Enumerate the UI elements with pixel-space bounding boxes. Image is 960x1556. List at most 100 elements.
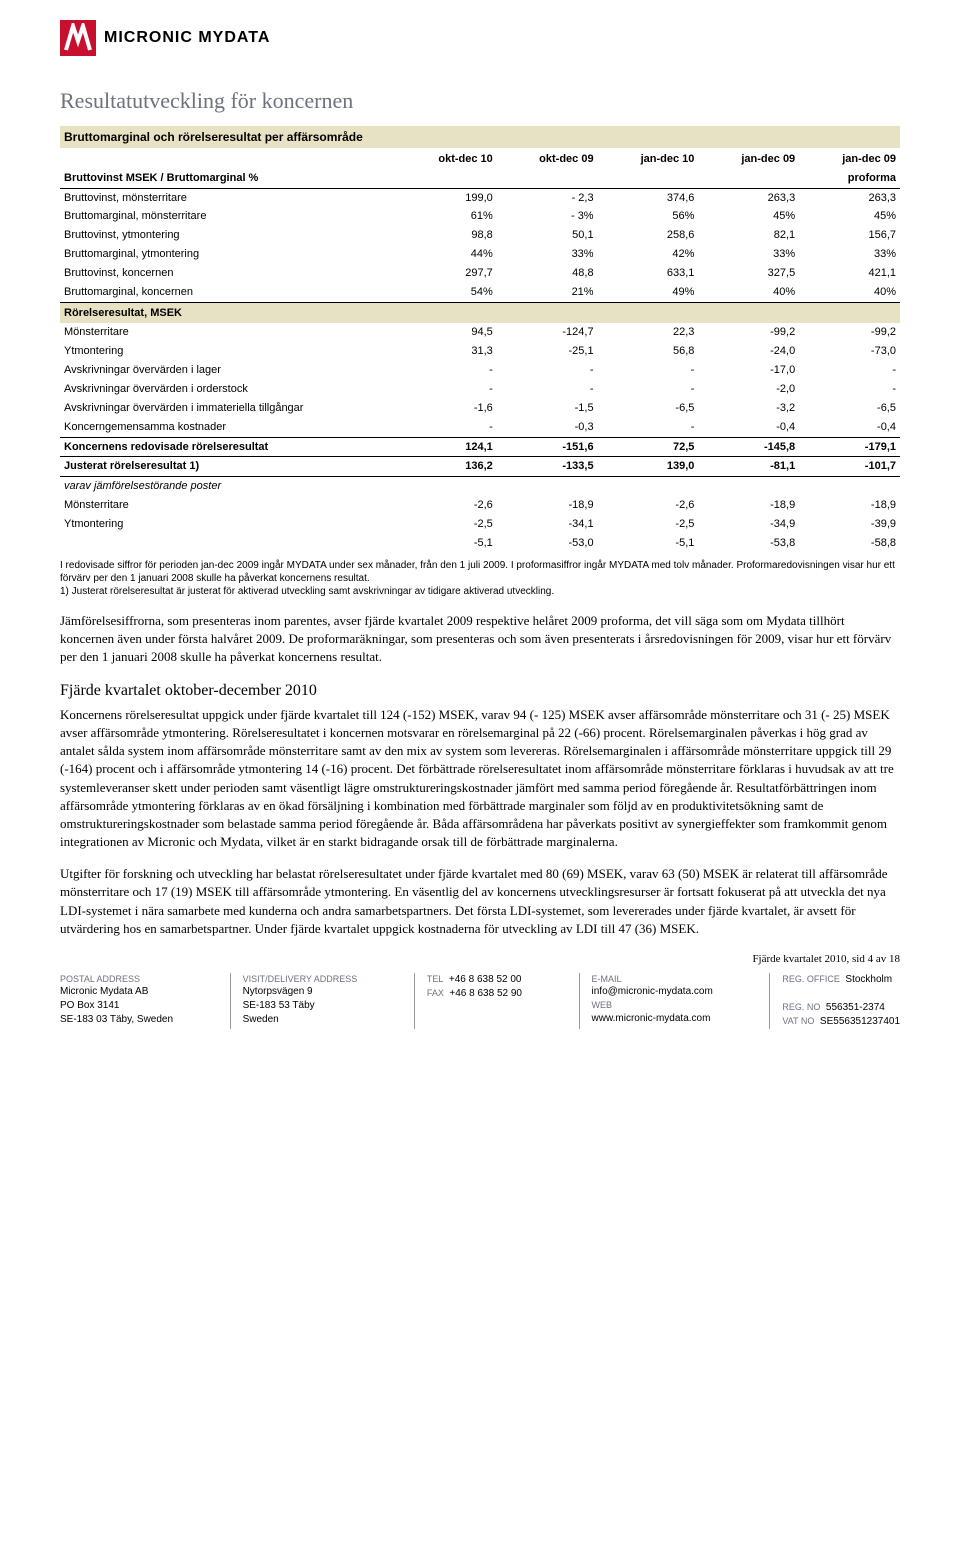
cell: 61% (396, 207, 497, 226)
section-bar: Rörelseresultat, MSEK (60, 302, 900, 323)
row-label: Avskrivningar övervärden i lager (60, 361, 396, 380)
cell: 263,3 (698, 188, 799, 207)
row-label: Mönsterritare (60, 496, 396, 515)
table-row: Bruttovinst, ytmontering98,850,1258,682,… (60, 226, 900, 245)
row-label: Ytmontering (60, 342, 396, 361)
row-label: Bruttomarginal, mönsterritare (60, 207, 396, 226)
table-row: Bruttomarginal, ytmontering44%33%42%33%3… (60, 245, 900, 264)
cell: -1,6 (396, 399, 497, 418)
cell: 40% (799, 283, 900, 302)
cell: -0,4 (698, 418, 799, 437)
cell: -2,6 (396, 496, 497, 515)
table-row: Bruttomarginal, mönsterritare61%- 3%56%4… (60, 207, 900, 226)
cell: -17,0 (698, 361, 799, 380)
logo-text: MICRONIC MYDATA (104, 27, 270, 49)
row-label: Ytmontering (60, 515, 396, 534)
cell: 33% (799, 245, 900, 264)
cell: 633,1 (598, 264, 699, 283)
table-row: Ytmontering-2,5-34,1-2,5-34,9-39,9 (60, 515, 900, 534)
cell: 263,3 (799, 188, 900, 207)
italic-row: varav jämförelsestörande poster (60, 477, 900, 496)
cell: -2,5 (598, 515, 699, 534)
cell: -99,2 (799, 323, 900, 342)
cell: 258,6 (598, 226, 699, 245)
footer-tel: TEL +46 8 638 52 00 FAX +46 8 638 52 90 (414, 973, 522, 1029)
cell: 72,5 (598, 437, 699, 457)
table-row: Koncerngemensamma kostnader--0,3--0,4-0,… (60, 418, 900, 437)
col-header: jan-dec 09 (799, 150, 900, 169)
page-number: Fjärde kvartalet 2010, sid 4 av 18 (60, 952, 900, 967)
table-row: Mönsterritare-2,6-18,9-2,6-18,9-18,9 (60, 496, 900, 515)
cell: -2,6 (598, 496, 699, 515)
table-row: Avskrivningar övervärden i lager----17,0… (60, 361, 900, 380)
cell: - (497, 361, 598, 380)
table-row: -5,1-53,0-5,1-53,8-58,8 (60, 534, 900, 553)
cell: -133,5 (497, 457, 598, 477)
cell: 199,0 (396, 188, 497, 207)
cell: - (598, 361, 699, 380)
cell: - 3% (497, 207, 598, 226)
cell: 82,1 (698, 226, 799, 245)
cell: 136,2 (396, 457, 497, 477)
cell: -5,1 (396, 534, 497, 553)
cell: -53,8 (698, 534, 799, 553)
row-label: Bruttovinst, mönsterritare (60, 188, 396, 207)
cell: 45% (799, 207, 900, 226)
cell: 56% (598, 207, 699, 226)
body-paragraph: Utgifter för forskning och utveckling ha… (60, 865, 900, 938)
cell: -1,5 (497, 399, 598, 418)
cell: 421,1 (799, 264, 900, 283)
cell: 49% (598, 283, 699, 302)
body-paragraph: Koncernens rörelseresultat uppgick under… (60, 706, 900, 852)
cell: -18,9 (497, 496, 598, 515)
cell: 374,6 (598, 188, 699, 207)
row-label: Koncerngemensamma kostnader (60, 418, 396, 437)
cell: -101,7 (799, 457, 900, 477)
cell: -18,9 (698, 496, 799, 515)
row-label: Mönsterritare (60, 323, 396, 342)
cell: 42% (598, 245, 699, 264)
cell: - (799, 361, 900, 380)
cell: -34,9 (698, 515, 799, 534)
cell: 48,8 (497, 264, 598, 283)
cell: -179,1 (799, 437, 900, 457)
cell: - (598, 418, 699, 437)
cell: 45% (698, 207, 799, 226)
cell: -6,5 (799, 399, 900, 418)
cell: -6,5 (598, 399, 699, 418)
cell: 156,7 (799, 226, 900, 245)
table-row: Bruttomarginal, koncernen54%21%49%40%40% (60, 283, 900, 302)
table-row: Avskrivningar övervärden i immateriella … (60, 399, 900, 418)
cell: -24,0 (698, 342, 799, 361)
cell: 50,1 (497, 226, 598, 245)
cell: -99,2 (698, 323, 799, 342)
cell: 31,3 (396, 342, 497, 361)
table-row: Ytmontering31,3-25,156,8-24,0-73,0 (60, 342, 900, 361)
proforma-left: Bruttovinst MSEK / Bruttomarginal % (60, 169, 396, 188)
cell: -145,8 (698, 437, 799, 457)
footer: POSTAL ADDRESS Micronic Mydata AB PO Box… (60, 973, 900, 1029)
logo: MICRONIC MYDATA (60, 20, 900, 56)
cell: -34,1 (497, 515, 598, 534)
proforma-row: Bruttovinst MSEK / Bruttomarginal % prof… (60, 169, 900, 188)
row-label: Bruttovinst, koncernen (60, 264, 396, 283)
footer-email: E-MAIL info@micronic-mydata.com WEB www.… (579, 973, 713, 1029)
table-row: Koncernens redovisade rörelseresultat124… (60, 437, 900, 457)
cell: -53,0 (497, 534, 598, 553)
page-title: Resultatutveckling för koncernen (60, 86, 900, 116)
row-label: Justerat rörelseresultat 1) (60, 457, 396, 477)
cell: - (396, 418, 497, 437)
cell: -25,1 (497, 342, 598, 361)
cell: - (598, 380, 699, 399)
col-header: okt-dec 09 (497, 150, 598, 169)
table-row: Mönsterritare94,5-124,722,3-99,2-99,2 (60, 323, 900, 342)
cell: 124,1 (396, 437, 497, 457)
table-title-bar: Bruttomarginal och rörelseresultat per a… (60, 126, 900, 148)
cell: 22,3 (598, 323, 699, 342)
cell: - (799, 380, 900, 399)
col-header: jan-dec 10 (598, 150, 699, 169)
row-label: Bruttovinst, ytmontering (60, 226, 396, 245)
cell: -73,0 (799, 342, 900, 361)
cell: - (396, 380, 497, 399)
cell: - 2,3 (497, 188, 598, 207)
